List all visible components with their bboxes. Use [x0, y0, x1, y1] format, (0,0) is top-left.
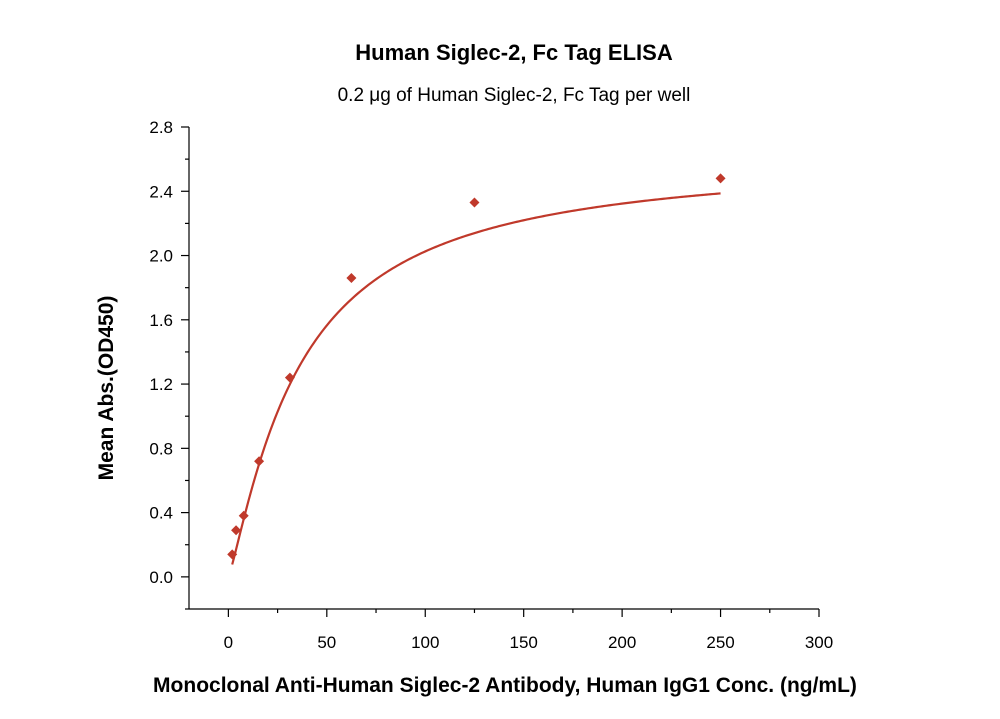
y-tick-label: 1.6 — [149, 311, 173, 330]
x-tick-label: 150 — [510, 633, 538, 652]
y-axis-label: Mean Abs.(OD450) — [95, 296, 118, 481]
data-point — [254, 456, 265, 467]
data-point — [469, 197, 480, 208]
x-tick-label: 50 — [317, 633, 336, 652]
data-point — [715, 173, 726, 184]
y-tick-label: 2.0 — [149, 247, 173, 266]
x-tick-label: 300 — [805, 633, 833, 652]
data-points — [227, 173, 726, 560]
data-point — [231, 525, 242, 536]
y-tick-label: 2.4 — [149, 182, 173, 201]
fit-curve — [231, 192, 721, 565]
axes — [188, 127, 819, 610]
x-tick-label: 0 — [224, 633, 233, 652]
y-tick-label: 0.8 — [149, 439, 173, 458]
x-tick-label: 100 — [411, 633, 439, 652]
y-tick-label: 2.8 — [149, 118, 173, 137]
y-tick-label: 0.4 — [149, 504, 173, 523]
data-point — [238, 510, 249, 521]
y-axis-ticks: 0.0 0.4 0.8 1.2 1.6 2.0 2.4 2.8 — [149, 118, 189, 610]
y-tick-label: 1.2 — [149, 375, 173, 394]
data-point — [284, 372, 295, 383]
x-tick-label: 250 — [706, 633, 734, 652]
data-point — [227, 549, 238, 560]
chart-title: Human Siglec-2, Fc Tag ELISA — [355, 40, 673, 65]
chart-subtitle: 0.2 μg of Human Siglec-2, Fc Tag per wel… — [338, 85, 691, 106]
x-axis-ticks: 0 50 100 150 200 250 300 — [224, 609, 833, 652]
x-tick-label: 200 — [608, 633, 636, 652]
x-axis-label: Monoclonal Anti-Human Siglec-2 Antibody,… — [153, 674, 857, 697]
y-tick-label: 0.0 — [149, 568, 173, 587]
data-point — [346, 273, 357, 284]
